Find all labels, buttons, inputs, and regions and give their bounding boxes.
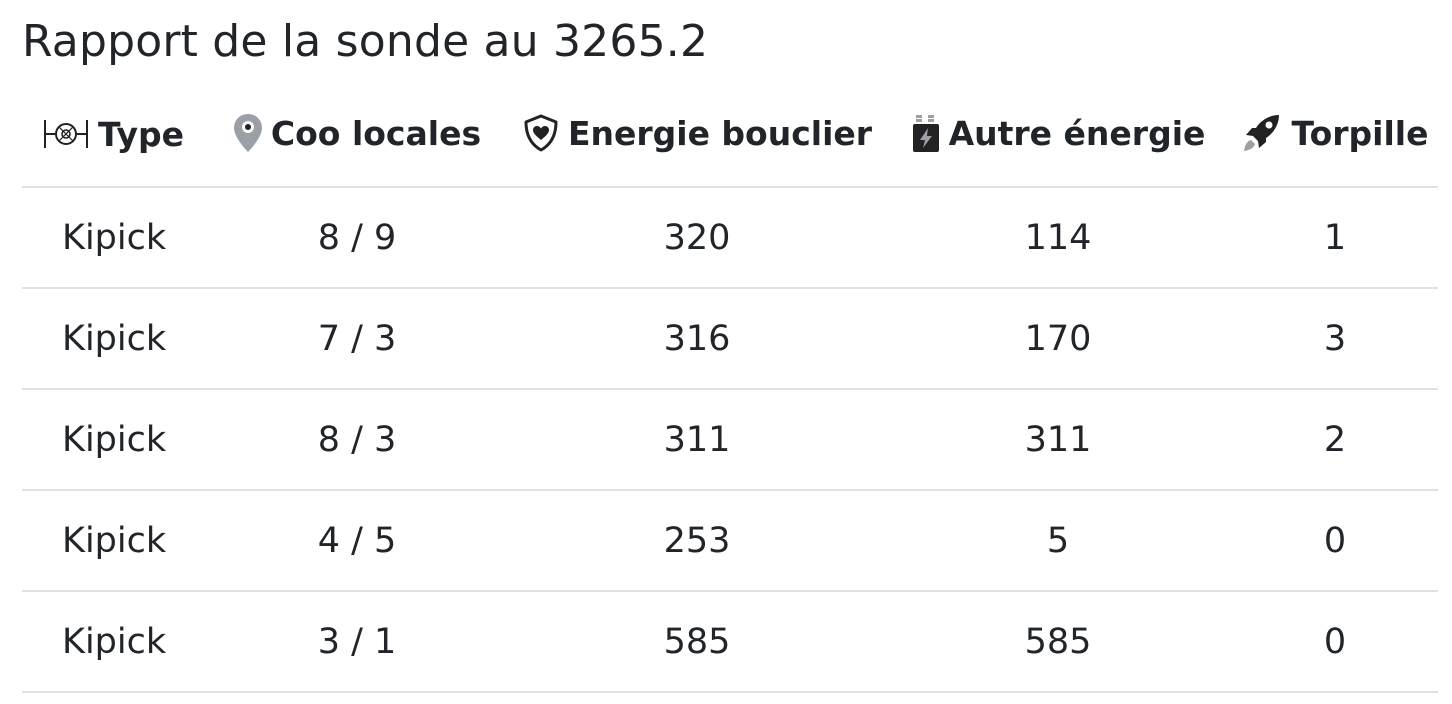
cell-torpedo: 3 xyxy=(1232,288,1438,390)
cell-energy: 170 xyxy=(884,288,1232,390)
cell-energy: 114 xyxy=(884,187,1232,289)
map-pin-icon xyxy=(233,113,263,153)
page-title: Rapport de la sonde au 3265.2 xyxy=(22,16,709,67)
column-header-coords: Coo locales xyxy=(204,88,510,188)
column-header-energy: Autre énergie xyxy=(884,88,1232,188)
table-row: Kipick 7 / 3 316 170 3 xyxy=(22,288,1438,390)
cell-type: Kipick xyxy=(22,288,204,390)
cell-energy: 5 xyxy=(884,490,1232,592)
cell-type: Kipick xyxy=(22,187,204,289)
cell-energy: 585 xyxy=(884,591,1232,693)
column-header-type: Type xyxy=(22,88,204,188)
cell-torpedo: 1 xyxy=(1232,187,1438,289)
cell-type: Kipick xyxy=(22,591,204,693)
table-header-row: Type Coo locales xyxy=(22,88,1438,188)
table-row: Kipick 8 / 9 320 114 1 xyxy=(22,187,1438,289)
table-row: Kipick 3 / 1 585 585 0 xyxy=(22,591,1438,693)
cell-coords: 7 / 3 xyxy=(204,288,510,390)
cell-shield: 320 xyxy=(510,187,884,289)
cell-shield: 585 xyxy=(510,591,884,693)
probe-report-table: Type Coo locales xyxy=(22,88,1438,693)
rocket-icon xyxy=(1241,113,1283,153)
column-header-label: Energie bouclier xyxy=(567,113,873,153)
cell-torpedo: 0 xyxy=(1232,490,1438,592)
cell-shield: 311 xyxy=(510,389,884,491)
column-header-label: Torpille xyxy=(1291,113,1429,153)
cell-coords: 3 / 1 xyxy=(204,591,510,693)
column-header-label: Type xyxy=(97,114,185,154)
column-header-shield: Energie bouclier xyxy=(510,88,884,188)
shield-heart-icon xyxy=(522,114,560,152)
column-header-label: Coo locales xyxy=(270,113,482,153)
table-row: Kipick 4 / 5 253 5 0 xyxy=(22,490,1438,592)
cell-coords: 8 / 3 xyxy=(204,389,510,491)
cell-torpedo: 2 xyxy=(1232,389,1438,491)
cell-coords: 4 / 5 xyxy=(204,490,510,592)
cell-torpedo: 0 xyxy=(1232,591,1438,693)
cell-shield: 316 xyxy=(510,288,884,390)
column-header-label: Autre énergie xyxy=(948,113,1206,153)
table-row: Kipick 8 / 3 311 311 2 xyxy=(22,389,1438,491)
battery-bolt-icon xyxy=(911,113,941,153)
cell-type: Kipick xyxy=(22,389,204,491)
cell-energy: 311 xyxy=(884,389,1232,491)
column-header-torpedo: Torpille xyxy=(1232,88,1438,188)
tie-fighter-icon xyxy=(42,117,90,151)
cell-type: Kipick xyxy=(22,490,204,592)
cell-shield: 253 xyxy=(510,490,884,592)
cell-coords: 8 / 9 xyxy=(204,187,510,289)
